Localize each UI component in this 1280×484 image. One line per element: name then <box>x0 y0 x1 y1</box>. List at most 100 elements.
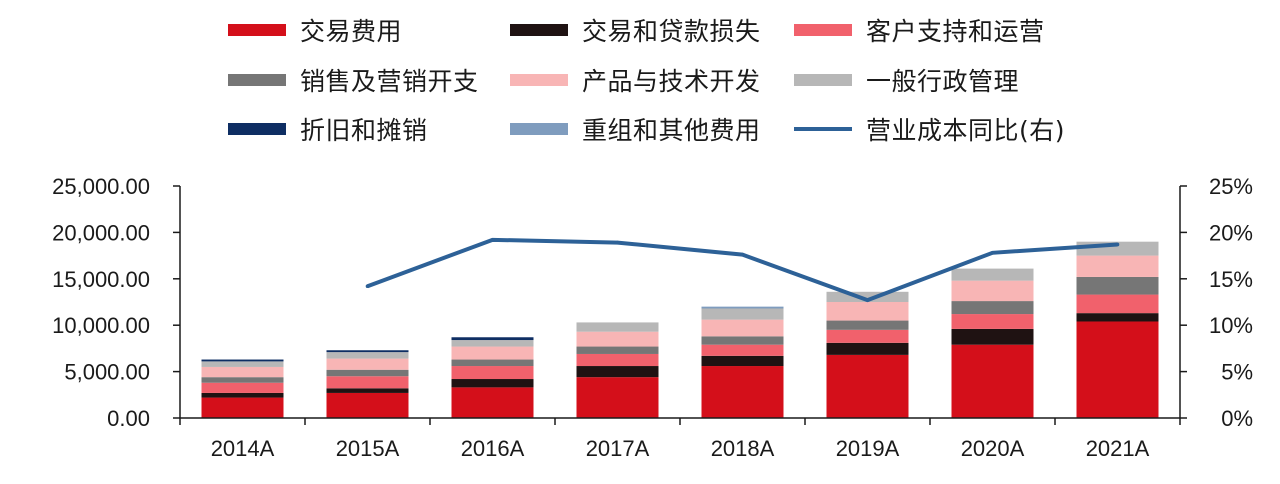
bar-segment <box>451 366 534 380</box>
y-tick-label: 20,000.00 <box>52 220 150 245</box>
bar-segment <box>826 342 909 355</box>
legend-item-trading-loan-losses: 交易和贷款损失 <box>510 10 761 50</box>
legend-item-depreciation: 折旧和摊销 <box>228 109 428 149</box>
bar-segment <box>326 358 409 370</box>
bar-segment <box>326 376 409 389</box>
legend-swatch <box>228 123 286 135</box>
bar-segment <box>451 379 534 388</box>
bar-segment <box>326 369 409 377</box>
bar-segment <box>326 392 409 418</box>
bar-segment <box>826 302 909 321</box>
axes-layer: 25,000.00 20,000.00 15,000.00 10,000.00 5,00… <box>52 174 1253 461</box>
y2-tick-label: 0% <box>1221 406 1253 431</box>
x-tick-label: 2017A <box>586 436 650 461</box>
bar-segment <box>1076 276 1159 295</box>
legend-swatch <box>794 24 852 36</box>
bar-segment <box>451 340 534 347</box>
bar-segment <box>701 336 784 345</box>
bar-segment <box>326 352 409 359</box>
bar-segment <box>1076 294 1159 314</box>
y2-tick-label: 15% <box>1209 267 1253 292</box>
legend-item-general-admin: 一般行政管理 <box>794 60 1019 100</box>
y-tick-label: 10,000.00 <box>52 313 150 338</box>
bar-segment <box>1076 321 1159 418</box>
legend-item-sales-marketing: 销售及营销开支 <box>228 60 479 100</box>
legend-swatch <box>510 123 568 135</box>
legend-swatch <box>510 74 568 86</box>
bar-segment <box>1076 255 1159 277</box>
line-point <box>865 298 870 302</box>
x-tick-label: 2014A <box>211 436 275 461</box>
bar-segment <box>701 366 784 418</box>
bar-segment <box>576 331 659 347</box>
bar-segment <box>576 353 659 367</box>
bar-segment <box>201 359 284 362</box>
legend-swatch <box>794 74 852 86</box>
legend-label: 折旧和摊销 <box>300 116 428 145</box>
bar-segment <box>326 350 409 353</box>
x-tick-label: 2020A <box>961 436 1025 461</box>
y2-tick-label: 5% <box>1221 360 1253 385</box>
bar-segment <box>1076 313 1159 322</box>
legend-swatch <box>228 24 286 36</box>
bar-segment <box>701 306 784 309</box>
line-point <box>1115 242 1120 247</box>
bar-segment <box>451 359 534 367</box>
legend-item-restructuring: 重组和其他费用 <box>510 109 761 149</box>
legend-line-swatch <box>794 127 852 131</box>
bar-segment <box>201 382 284 393</box>
bar-segment <box>701 308 784 320</box>
legend-item-product-tech: 产品与技术开发 <box>510 60 761 100</box>
chart-legend: 交易费用 交易和贷款损失 客户支持和运营 销售及营销开支 产品与技术开发 一般行… <box>228 10 1228 160</box>
bar-segment <box>826 329 909 343</box>
legend-label: 交易和贷款损失 <box>582 17 761 46</box>
bar-segment <box>201 377 284 383</box>
y2-tick-label: 20% <box>1209 220 1253 245</box>
bar-segment <box>951 301 1034 315</box>
legend-label: 产品与技术开发 <box>582 67 761 96</box>
legend-label: 一般行政管理 <box>866 67 1020 96</box>
y2-tick-label: 10% <box>1209 313 1253 338</box>
y-tick-label: 0.00 <box>107 406 150 431</box>
legend-item-cost-yoy: 营业成本同比(右) <box>794 109 1065 149</box>
bar-segment <box>576 346 659 354</box>
line-point <box>990 251 995 255</box>
bar-segment <box>951 280 1034 302</box>
legend-label: 营业成本同比(右) <box>866 116 1066 145</box>
bar-segment <box>951 268 1034 281</box>
bar-segment <box>951 344 1034 418</box>
bar-segment <box>701 355 784 367</box>
x-tick-label: 2018A <box>711 436 775 461</box>
line-point <box>365 284 370 289</box>
y-tick-label: 15,000.00 <box>52 267 150 292</box>
line-point <box>490 238 495 242</box>
legend-label: 重组和其他费用 <box>582 116 761 145</box>
bar-segment <box>701 319 784 337</box>
y-tick-label: 25,000.00 <box>52 174 150 199</box>
x-tick-label: 2021A <box>1086 436 1150 461</box>
legend-item-customer-support: 客户支持和运营 <box>794 10 1045 50</box>
x-tick-label: 2015A <box>336 436 400 461</box>
bar-layer <box>201 241 1159 418</box>
bar-segment <box>451 387 534 418</box>
bar-segment <box>201 392 284 398</box>
bar-segment <box>951 328 1034 345</box>
bar-segment <box>826 354 909 418</box>
legend-label: 客户支持和运营 <box>866 17 1045 46</box>
x-tick-label: 2016A <box>461 436 525 461</box>
legend-item-trading-fees: 交易费用 <box>228 10 402 50</box>
line-point <box>740 252 745 257</box>
legend-swatch <box>510 24 568 36</box>
bar-segment <box>576 377 659 418</box>
bar-segment <box>201 397 284 418</box>
bar-segment <box>826 320 909 330</box>
legend-label: 销售及营销开支 <box>300 67 479 96</box>
legend-label: 交易费用 <box>300 17 403 46</box>
bar-segment <box>451 346 534 360</box>
y2-tick-label: 25% <box>1209 174 1253 199</box>
bar-segment <box>826 291 909 302</box>
y-tick-label: 5,000.00 <box>64 360 150 385</box>
bar-segment <box>701 344 784 356</box>
line-point <box>615 240 620 245</box>
